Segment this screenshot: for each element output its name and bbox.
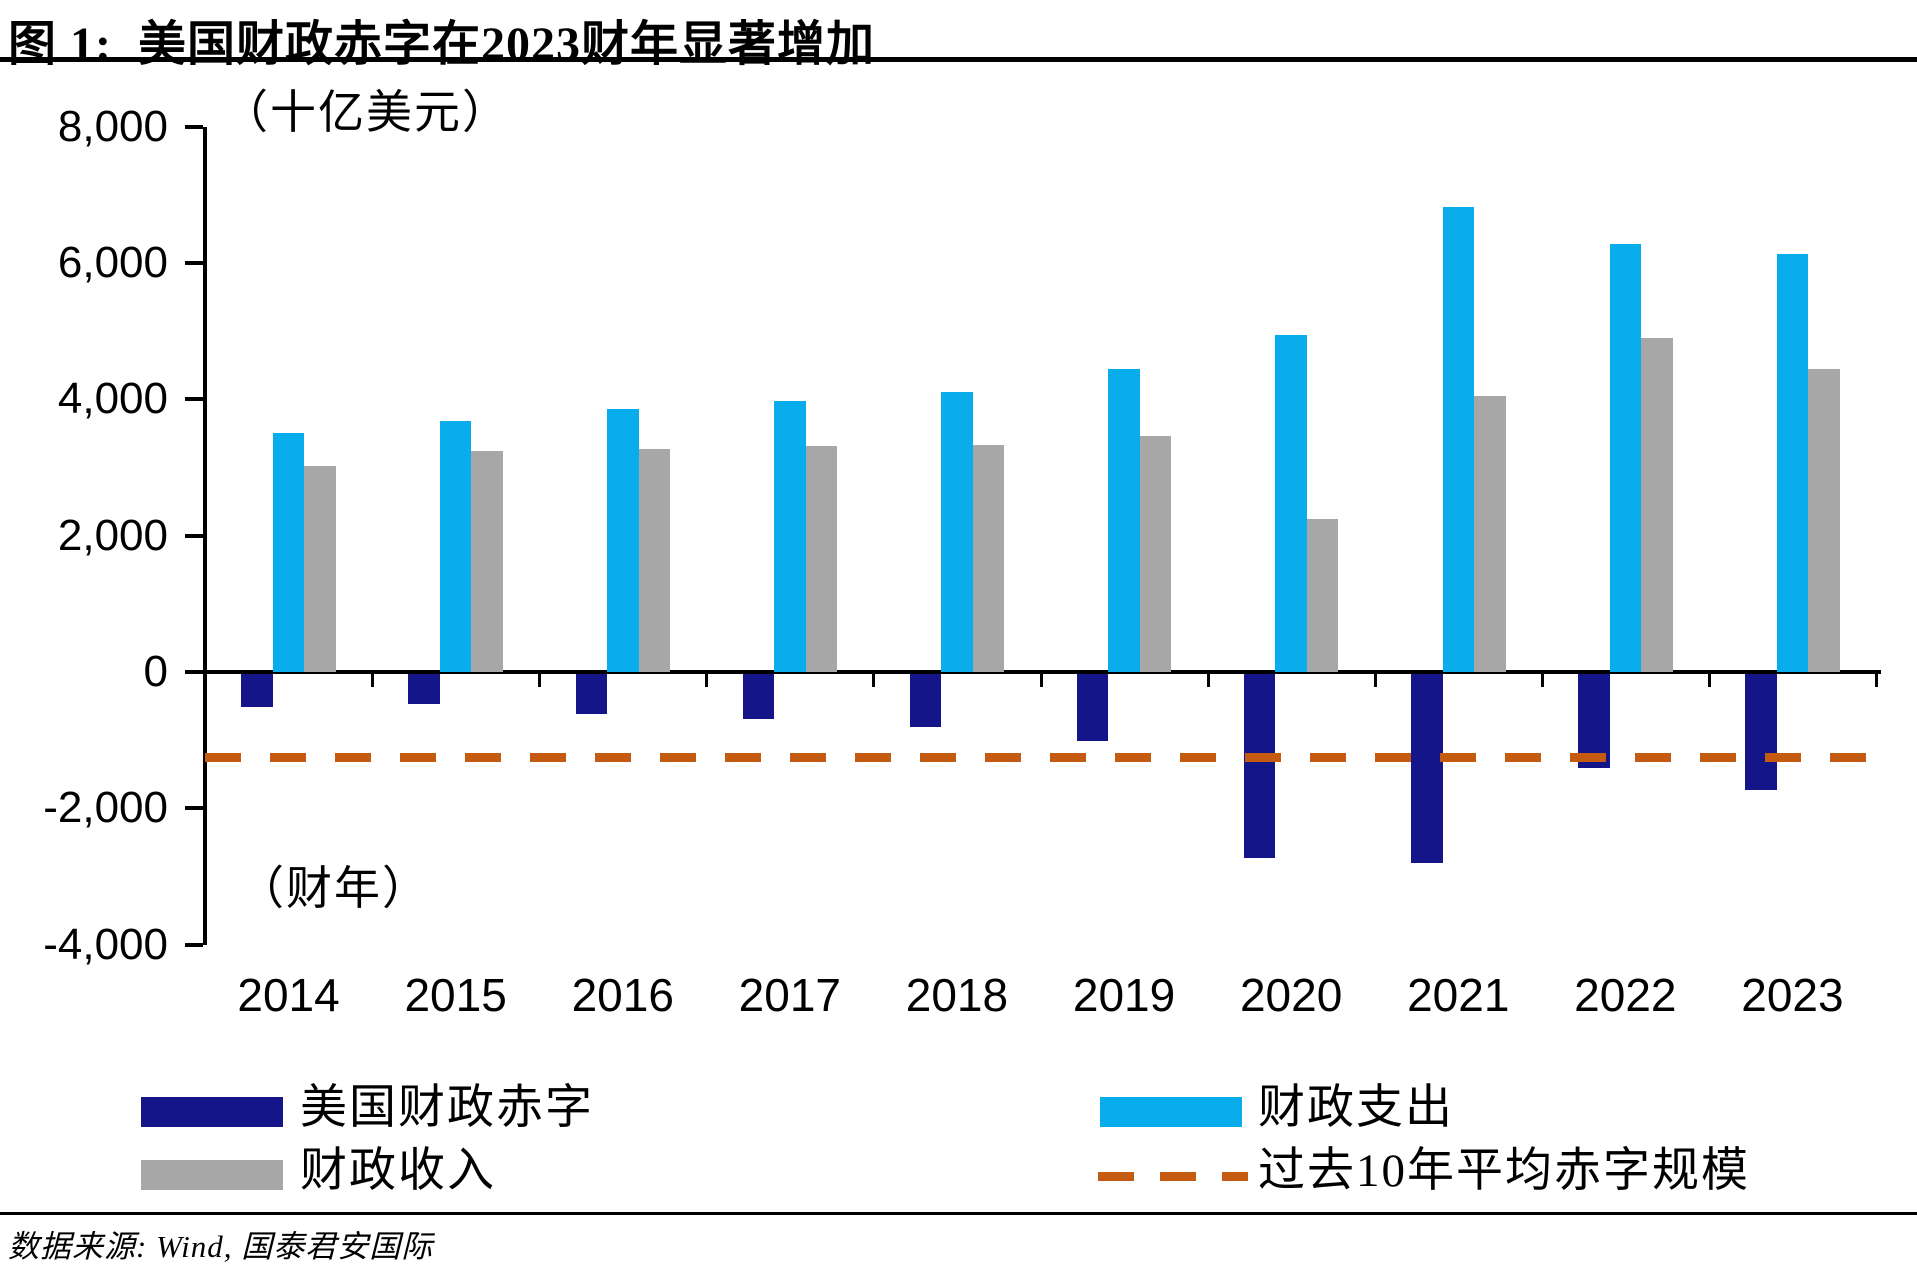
bar-deficit-2016 [575, 674, 607, 714]
bar-revenue-2015 [471, 450, 503, 672]
x-axis-tick [371, 672, 375, 687]
y-axis-tick [185, 806, 203, 811]
legend-label-deficit: 美国财政赤字 [300, 1082, 594, 1134]
bar-deficit-2019 [1076, 674, 1109, 742]
source-rule [0, 1212, 1917, 1215]
y-tick-label: -2,000 [43, 783, 168, 833]
legend-swatch-average-line [1098, 1172, 1248, 1181]
legend-swatch-expenditure [1100, 1097, 1242, 1127]
bar-revenue-2022 [1641, 338, 1673, 672]
bar-deficit-2017 [742, 674, 775, 720]
bar-deficit-2022 [1578, 674, 1610, 768]
bar-expenditure-2016 [607, 409, 639, 672]
bar-expenditure-2020 [1275, 334, 1307, 672]
bar-revenue-2023 [1808, 369, 1840, 672]
legend-swatch-deficit [141, 1097, 283, 1127]
legend-label-revenue: 财政收入 [300, 1145, 496, 1197]
figure-title-text: 美国财政赤字在2023财年显著增加 [138, 18, 876, 71]
bar-expenditure-2021 [1442, 207, 1474, 672]
x-tick-label-2016: 2016 [571, 969, 674, 1021]
y-axis-tick [185, 124, 203, 129]
bar-expenditure-2022 [1609, 244, 1642, 672]
bar-deficit-2021 [1411, 674, 1443, 864]
y-axis-tick [185, 533, 203, 538]
x-tick-label-2023: 2023 [1741, 969, 1844, 1021]
x-axis-tick [1875, 672, 1878, 687]
y-tick-label: 4,000 [57, 374, 168, 424]
figure-number: 图 1: [8, 18, 112, 71]
bar-deficit-2014 [241, 674, 273, 708]
average-deficit-line [205, 753, 1876, 763]
data-source: 数据来源: Wind, 国泰君安国际 [8, 1229, 434, 1264]
y-tick-label: 8,000 [57, 101, 168, 151]
bar-revenue-2016 [638, 449, 670, 672]
bar-expenditure-2018 [941, 391, 973, 672]
x-tick-label-2018: 2018 [905, 969, 1009, 1021]
figure-title: 图 1: 美国财政赤字在2023财年显著增加 [8, 4, 875, 74]
y-axis-unit-label: （十亿美元） [222, 87, 510, 138]
bar-revenue-2021 [1474, 396, 1506, 672]
bar-revenue-2020 [1306, 518, 1339, 672]
bar-expenditure-2023 [1776, 253, 1809, 672]
bar-expenditure-2014 [272, 433, 305, 672]
bar-expenditure-2019 [1108, 368, 1140, 672]
y-axis-tick [185, 942, 203, 947]
y-tick-label: 0 [143, 647, 168, 696]
bar-deficit-2023 [1745, 674, 1777, 790]
x-tick-label-2020: 2020 [1239, 969, 1343, 1021]
bar-revenue-2018 [972, 445, 1005, 672]
legend-swatch-revenue [141, 1160, 283, 1190]
x-axis-tick [1540, 672, 1544, 687]
y-tick-label: 2,000 [57, 510, 168, 560]
bar-revenue-2017 [805, 446, 838, 672]
x-axis-tick [538, 672, 542, 687]
x-tick-label-2022: 2022 [1574, 969, 1677, 1021]
legend-label-average-line: 过去10年平均赤字规模 [1258, 1145, 1750, 1197]
x-tick-label-2015: 2015 [404, 969, 507, 1021]
bar-revenue-2014 [304, 466, 336, 672]
bar-expenditure-2015 [439, 420, 472, 672]
x-tick-label-2014: 2014 [237, 969, 340, 1021]
y-tick-label: -4,000 [43, 919, 168, 969]
legend-label-expenditure: 财政支出 [1258, 1082, 1454, 1134]
x-axis-tick [1707, 672, 1711, 687]
x-axis-tick [204, 672, 207, 687]
x-axis-tick [1039, 672, 1043, 687]
bar-revenue-2019 [1139, 435, 1172, 672]
y-axis [203, 127, 207, 945]
x-tick-label-2019: 2019 [1072, 969, 1176, 1021]
bar-deficit-2018 [909, 674, 942, 728]
y-axis-tick [185, 261, 203, 266]
bar-deficit-2015 [408, 674, 440, 704]
x-axis-label: （财年） [238, 863, 430, 914]
x-axis-tick [872, 672, 876, 687]
x-tick-label-2017: 2017 [738, 969, 842, 1021]
bar-expenditure-2017 [774, 400, 806, 672]
title-rule [0, 57, 1917, 62]
x-axis-tick [1373, 672, 1377, 687]
y-axis-tick [185, 397, 203, 402]
y-axis-tick [185, 670, 203, 674]
y-tick-label: 6,000 [57, 238, 168, 288]
x-axis-tick [705, 672, 709, 687]
x-tick-label-2021: 2021 [1407, 969, 1510, 1021]
bar-deficit-2020 [1243, 674, 1276, 858]
x-axis-tick [1206, 672, 1210, 687]
